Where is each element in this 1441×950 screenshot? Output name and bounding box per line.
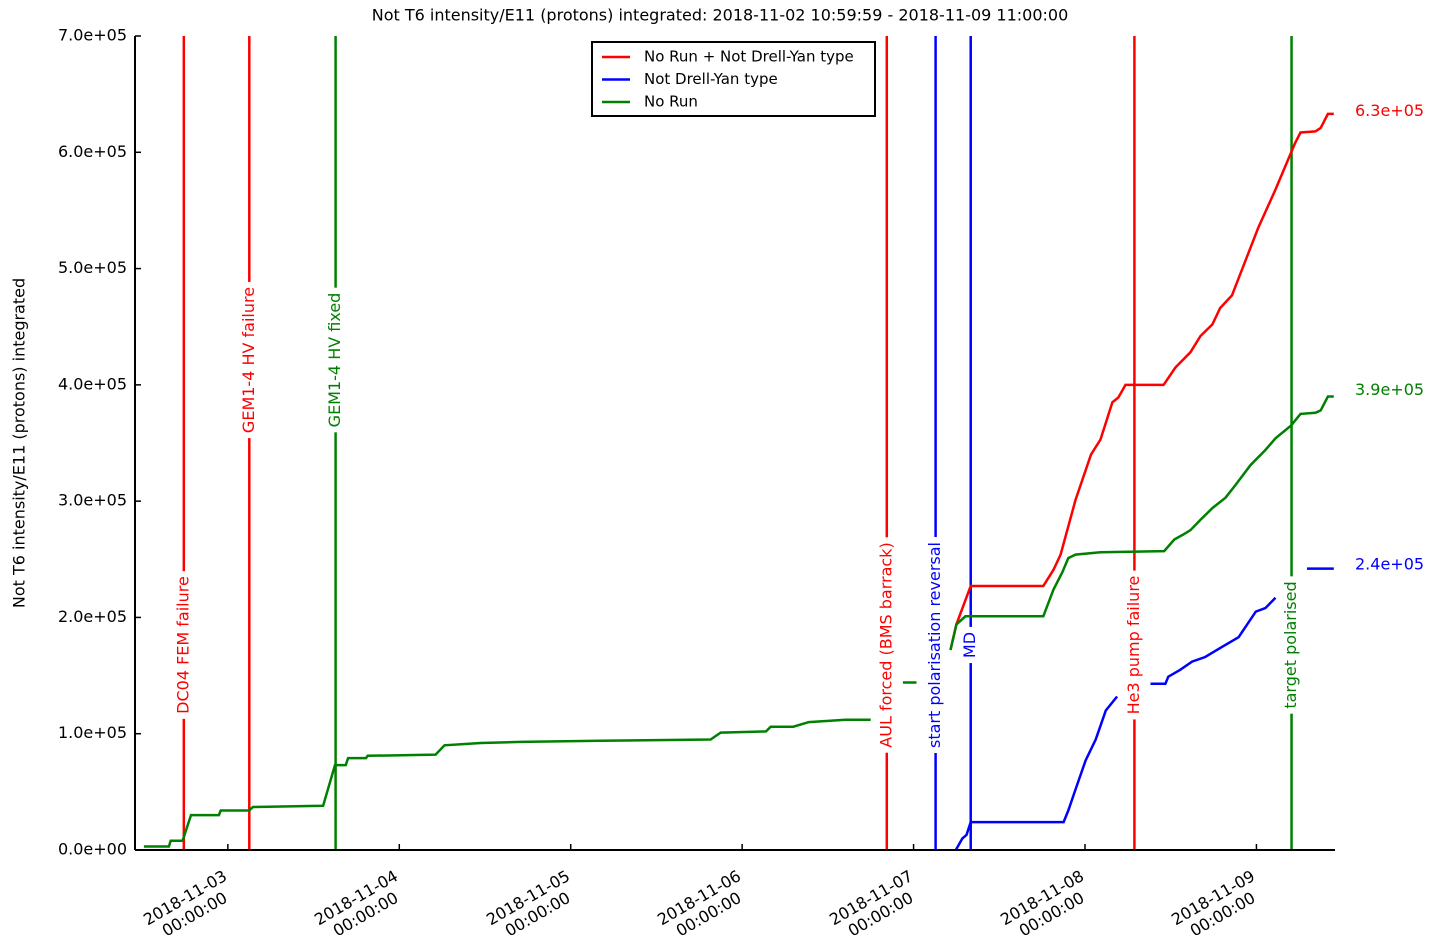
- series-line: [954, 567, 1334, 851]
- legend-label: Not Drell-Yan type: [644, 70, 778, 88]
- annotation-label: He3 pump failure: [1124, 576, 1143, 715]
- y-tick-label: 4.0e+05: [58, 374, 127, 393]
- annotation-label-bg: [960, 626, 981, 664]
- legend-label: No Run: [644, 93, 698, 111]
- annotation-label: DC04 FEM failure: [173, 576, 192, 714]
- annotation-label: target polarised: [1281, 581, 1300, 708]
- end-value-label: 6.3e+05: [1355, 101, 1424, 120]
- y-axis-label: Not T6 intensity/E11 (protons) integrate…: [10, 278, 29, 608]
- y-tick-label: 3.0e+05: [58, 491, 127, 510]
- y-tick-label: 6.0e+05: [58, 142, 127, 161]
- y-tick-label: 1.0e+05: [58, 723, 127, 742]
- end-value-label: 2.4e+05: [1355, 554, 1424, 573]
- annotation-label: GEM1-4 HV fixed: [325, 293, 344, 428]
- legend-label: No Run + Not Drell-Yan type: [644, 48, 854, 66]
- end-value-label: 3.9e+05: [1355, 380, 1424, 399]
- chart-title: Not T6 intensity/E11 (protons) integrate…: [372, 6, 1069, 25]
- annotation-label-bg: [876, 537, 897, 753]
- annotation-label: GEM1-4 HV failure: [239, 287, 258, 433]
- series-line: [143, 395, 1334, 848]
- legend-box: [591, 41, 876, 117]
- y-tick-label: 7.0e+05: [58, 26, 127, 45]
- annotation-label-bg: [1281, 576, 1302, 714]
- annotation-label-bg: [173, 571, 194, 719]
- annotation-label: AUL forced (BMS barrack): [876, 542, 895, 747]
- y-tick-label: 5.0e+05: [58, 258, 127, 277]
- annotation-label-bg: [325, 287, 346, 433]
- series-line: [949, 112, 1334, 651]
- y-tick-label: 0.0e+00: [58, 840, 127, 859]
- y-tick-label: 2.0e+05: [58, 607, 127, 626]
- annotation-label-bg: [1124, 570, 1145, 720]
- annotation-label: start polarisation reversal: [925, 542, 944, 748]
- annotation-label-bg: [925, 537, 946, 753]
- annotation-label: MD: [960, 632, 979, 658]
- annotation-label-bg: [239, 281, 260, 439]
